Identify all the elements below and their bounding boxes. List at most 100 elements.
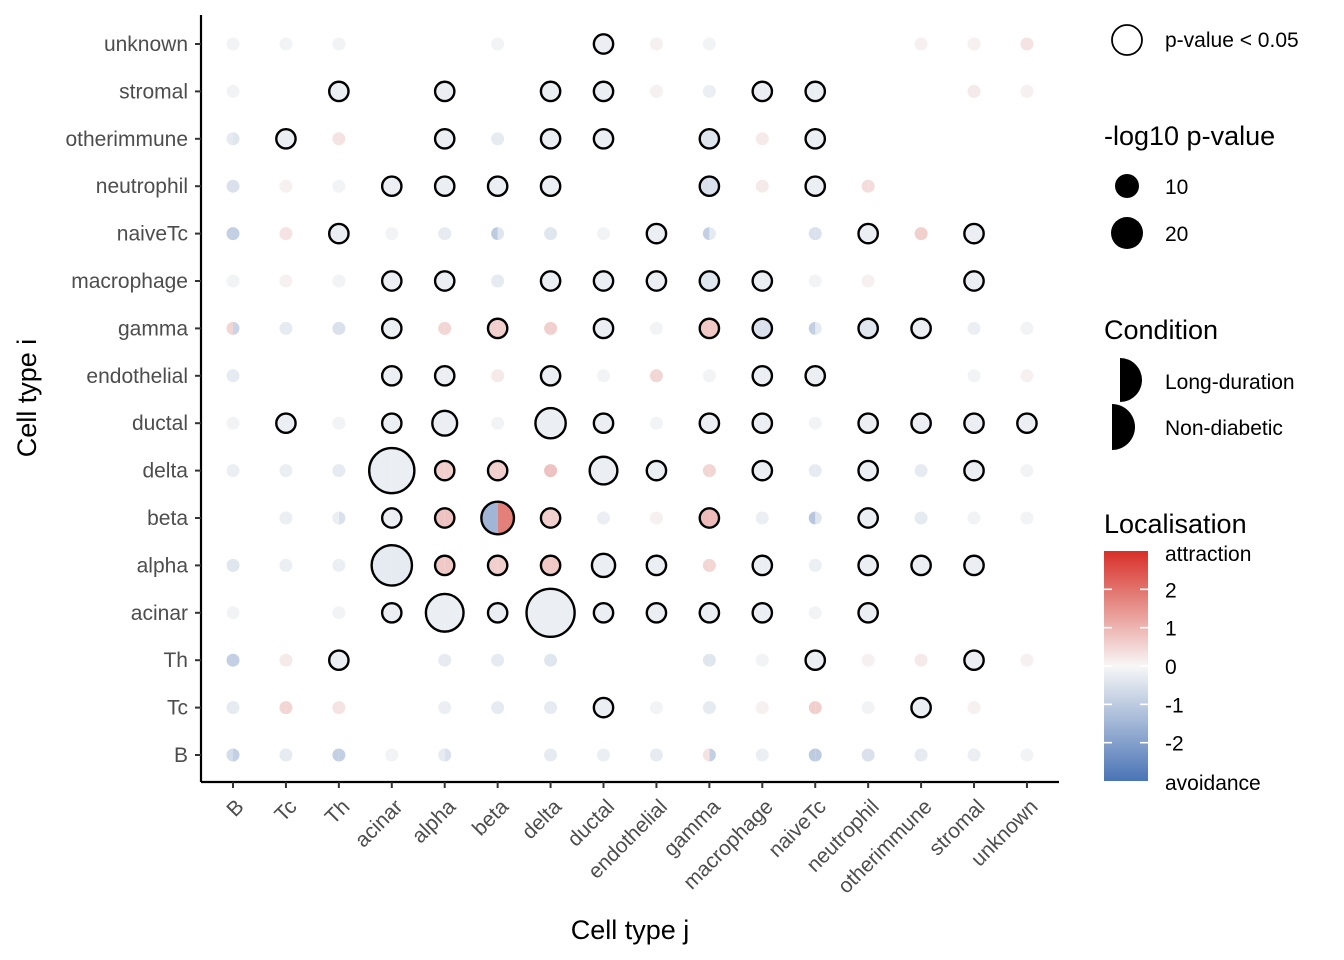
point-B-endothelial-long-duration <box>656 748 663 762</box>
point-Tc-naiveTc-long-duration <box>815 701 822 715</box>
point-acinar-acinar-significance-ring <box>380 601 403 624</box>
point-macrophage-acinar-non-diabetic <box>383 272 392 290</box>
point-beta-acinar-long-duration <box>391 509 401 527</box>
legend: p-value < 0.05 -log10 p-value 10 20 Cond… <box>1104 24 1299 795</box>
point-stromal-ductal-long-duration <box>603 82 613 101</box>
point-endothelial-unknown-long-duration <box>1026 369 1034 383</box>
point-acinar-beta-significance-ring <box>486 601 509 624</box>
point-stromal-Th-significance-ring <box>328 80 350 103</box>
point-unknown-beta-non-diabetic <box>491 37 498 51</box>
x-tick-label-Tc: Tc <box>270 795 301 826</box>
legend-condition-label-long-duration: Long-duration <box>1165 371 1295 394</box>
point-beta-ductal-long-duration <box>603 511 611 525</box>
point-beta-neutrophil-non-diabetic <box>859 509 869 527</box>
point-otherimmune-Tc-long-duration <box>285 130 295 148</box>
point-stromal-Th-non-diabetic <box>330 82 339 101</box>
point-gamma-endothelial-long-duration <box>656 321 663 335</box>
point-stromal-naiveTc-non-diabetic <box>806 82 816 101</box>
y-tick-label-B: B <box>174 744 188 767</box>
point-delta-Th-non-diabetic <box>332 464 339 478</box>
colorbar-tick-label--1: -1 <box>1165 694 1184 717</box>
point-naiveTc-naiveTc-non-diabetic <box>808 227 816 241</box>
point-alpha-beta-long-duration <box>497 556 507 575</box>
legend-condition-key-long-duration <box>1120 358 1142 402</box>
point-ductal-gamma-non-diabetic <box>700 414 710 432</box>
point-Tc-delta-non-diabetic <box>544 701 551 715</box>
point-beta-naiveTc-non-diabetic <box>808 511 816 525</box>
point-ductal-ductal-significance-ring <box>592 412 615 435</box>
point-Tc-endothelial-non-diabetic <box>649 701 657 715</box>
point-neutrophil-alpha-long-duration <box>444 177 454 195</box>
point-delta-alpha-non-diabetic <box>436 461 445 480</box>
point-B-B-non-diabetic <box>226 748 233 762</box>
legend-color: Localisation 2 1 0 -1 -2 attraction avoidanc… <box>1104 509 1261 795</box>
point-unknown-Tc-long-duration <box>285 37 293 51</box>
point-stromal-naiveTc-significance-ring <box>804 80 827 103</box>
point-ductal-Tc-significance-ring <box>275 412 297 435</box>
point-macrophage-naiveTc-long-duration <box>815 274 822 288</box>
point-macrophage-macrophage-long-duration <box>762 272 771 290</box>
point-ductal-macrophage-long-duration <box>762 414 771 432</box>
point-ductal-otherimmune-long-duration <box>921 414 930 432</box>
point-neutrophil-alpha-non-diabetic <box>436 177 445 195</box>
point-stromal-delta-long-duration <box>550 82 560 101</box>
point-macrophage-alpha-significance-ring <box>433 270 456 292</box>
point-acinar-ductal-non-diabetic <box>594 604 604 622</box>
point-delta-B-long-duration <box>233 464 240 478</box>
point-beta-acinar-significance-ring <box>380 507 403 529</box>
point-ductal-alpha-significance-ring <box>431 409 459 437</box>
point-delta-macrophage-long-duration <box>762 461 771 480</box>
point-naiveTc-neutrophil-non-diabetic <box>859 224 869 243</box>
point-naiveTc-stromal-non-diabetic <box>965 224 975 243</box>
point-Tc-Th-long-duration <box>338 701 346 715</box>
point-ductal-gamma-significance-ring <box>698 412 721 435</box>
point-alpha-acinar-long-duration <box>391 546 411 585</box>
point-beta-acinar-non-diabetic <box>383 509 392 527</box>
point-Tc-ductal-non-diabetic <box>594 698 604 717</box>
point-acinar-gamma-non-diabetic <box>700 604 710 622</box>
point-delta-beta-significance-ring <box>486 459 509 482</box>
point-acinar-endothelial-long-duration <box>656 604 666 622</box>
point-Th-beta-long-duration <box>497 653 505 667</box>
point-alpha-delta-non-diabetic <box>541 556 551 575</box>
point-naiveTc-naiveTc-long-duration <box>815 227 822 241</box>
point-naiveTc-stromal-significance-ring <box>963 222 985 245</box>
point-gamma-unknown-long-duration <box>1026 321 1034 335</box>
point-macrophage-neutrophil-long-duration <box>868 274 875 288</box>
point-otherimmune-gamma-long-duration <box>709 130 719 148</box>
point-gamma-Th-long-duration <box>338 321 346 335</box>
point-unknown-Th-long-duration <box>338 37 346 51</box>
point-Th-Th-significance-ring <box>328 649 350 672</box>
point-alpha-B-non-diabetic <box>226 558 233 572</box>
point-alpha-endothelial-long-duration <box>656 556 666 575</box>
point-naiveTc-ductal-non-diabetic <box>597 227 604 241</box>
point-acinar-beta-non-diabetic <box>489 604 498 622</box>
point-beta-naiveTc-long-duration <box>815 511 822 525</box>
y-tick-label-macrophage: macrophage <box>71 270 188 293</box>
point-endothelial-ductal-long-duration <box>603 369 611 383</box>
point-endothelial-macrophage-significance-ring <box>751 364 774 387</box>
point-stromal-macrophage-significance-ring <box>751 80 774 103</box>
point-naiveTc-otherimmune-non-diabetic <box>914 227 922 241</box>
point-ductal-alpha-non-diabetic <box>433 411 445 435</box>
point-gamma-neutrophil-long-duration <box>868 319 877 338</box>
point-Th-unknown-long-duration <box>1026 653 1034 667</box>
point-ductal-gamma-long-duration <box>709 414 719 432</box>
colorbar-tick-label--2: -2 <box>1165 733 1184 756</box>
point-Tc-neutrophil-non-diabetic <box>861 701 869 715</box>
point-acinar-ductal-significance-ring <box>592 601 615 624</box>
point-B-otherimmune-non-diabetic <box>914 748 922 762</box>
point-otherimmune-macrophage-non-diabetic <box>755 132 763 146</box>
point-beta-delta-long-duration <box>550 509 560 527</box>
point-unknown-B-non-diabetic <box>226 37 233 51</box>
point-alpha-Th-long-duration <box>338 558 346 572</box>
point-neutrophil-B-non-diabetic <box>226 179 233 193</box>
point-unknown-ductal-long-duration <box>603 35 613 53</box>
point-ductal-neutrophil-significance-ring <box>857 412 880 435</box>
point-naiveTc-delta-non-diabetic <box>544 227 551 241</box>
point-naiveTc-alpha-non-diabetic <box>438 227 445 241</box>
point-acinar-gamma-significance-ring <box>698 601 721 624</box>
point-endothelial-gamma-long-duration <box>709 369 716 383</box>
point-delta-naiveTc-long-duration <box>815 464 822 478</box>
